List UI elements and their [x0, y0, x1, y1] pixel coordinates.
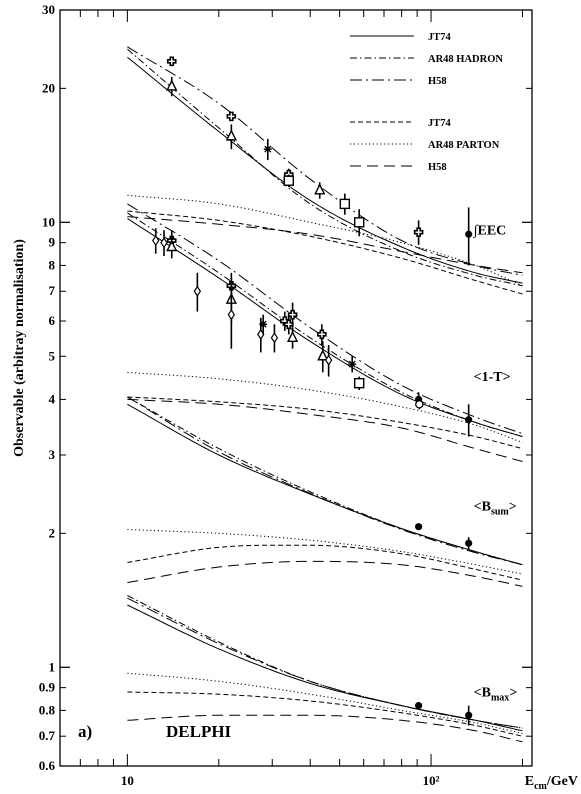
data-point-triangle [314, 183, 326, 195]
curve-ar48-hadron [127, 212, 523, 438]
y-tick-label: 7 [49, 283, 56, 298]
y-tick-label: 10 [42, 214, 55, 229]
x-tick-label: 10² [423, 773, 440, 788]
y-tick-label: 5 [49, 348, 56, 363]
curve-jt74-parton [127, 544, 523, 581]
observable-label: ∫EEC [473, 223, 507, 238]
data-point-diamond [160, 237, 168, 249]
data-point-triangle [225, 129, 237, 141]
data-point-diamond [193, 285, 202, 297]
y-tick-label: 0.6 [39, 758, 56, 773]
y-tick-label: 20 [42, 80, 55, 95]
data-point-star [348, 360, 357, 369]
data-point-dot [465, 711, 473, 719]
observable-label: <Bmax> [474, 685, 518, 703]
data-point-dot [465, 539, 473, 547]
data-point-dot [465, 230, 473, 238]
y-tick-label: 3 [49, 447, 56, 462]
curve-jt74-parton [127, 691, 523, 737]
legend-label: JT74 [428, 32, 452, 43]
legend-label: H58 [428, 76, 447, 87]
y-tick-label: 4 [49, 391, 56, 406]
data-point-dot [465, 416, 473, 424]
legend-label: H58 [428, 162, 447, 173]
y-tick-label: 0.8 [39, 702, 56, 717]
data-points [152, 56, 473, 726]
curve-jt74-parton [127, 210, 523, 295]
curve-ar48-parton [127, 371, 523, 443]
data-point-triangle [166, 79, 178, 91]
legend-label: JT74 [428, 118, 452, 129]
y-tick-label: 9 [49, 235, 56, 250]
curve-jt74-parton [127, 396, 523, 450]
curve-h58-hadron [127, 203, 523, 435]
data-point-diamond [270, 332, 279, 344]
data-point-triangle [286, 330, 299, 343]
y-tick-label: 0.7 [39, 728, 56, 743]
data-point-square [354, 217, 365, 228]
data-point-dot [415, 702, 423, 710]
data-point-star [259, 320, 268, 329]
panel-label: a) [78, 722, 92, 741]
observable-label: <Bsum> [474, 500, 517, 518]
curve-h58-hadron [127, 46, 523, 276]
y-tick-label: 30 [42, 2, 55, 17]
data-point-dot [415, 523, 423, 531]
observable-label: <1-T> [474, 370, 511, 385]
data-point-cross [287, 309, 298, 320]
data-point-square [354, 377, 365, 389]
data-point-cross [413, 227, 424, 238]
curve-h58-hadron [127, 396, 523, 566]
curve-jt74-hadron [127, 218, 523, 438]
curve-ar48-hadron [127, 48, 523, 287]
data-point-cross [317, 329, 327, 340]
data-point-diamond [227, 309, 236, 321]
x-tick-label: 10 [121, 773, 134, 788]
data-point-triangle [166, 239, 178, 252]
data-point-square [283, 175, 294, 186]
legend-label: AR48 PARTON [428, 140, 500, 151]
y-tick-label: 1 [49, 659, 56, 674]
data-point-cross [166, 56, 177, 67]
curve-ar48-hadron [127, 595, 523, 729]
data-point-cross [283, 319, 294, 330]
legend-label: AR48 HADRON [428, 54, 503, 65]
curve-jt74-hadron [127, 403, 523, 566]
data-point-cross [226, 111, 237, 122]
y-tick-label: 8 [49, 257, 56, 272]
data-point-circle [415, 400, 424, 409]
data-point-triangle [317, 349, 329, 361]
legend: JT74 AR48 HADRON H58 JT74 AR48 PARTON H58 [350, 32, 503, 173]
y-tick-label: 2 [49, 525, 56, 540]
data-point-square [339, 198, 351, 210]
x-axis-title: Ecm/GeV [525, 774, 578, 792]
data-point-diamond [324, 354, 333, 366]
model-curves [127, 46, 523, 743]
curve-jt74-hadron [127, 56, 523, 284]
curve-h58-parton [127, 216, 523, 274]
curve-ar48-hadron [127, 396, 523, 566]
curve-jt74-hadron [127, 604, 523, 732]
y-axis-title: Observable (arbitray normalisation) [12, 239, 27, 457]
plot-frame [59, 9, 533, 767]
observable-labels: ∫EEC <1-T> <Bsum> <Bmax> [473, 223, 518, 703]
curve-ar48-parton [127, 194, 523, 287]
data-point-star [263, 145, 272, 154]
curve-h58-parton [127, 714, 523, 743]
curve-h58-hadron [127, 597, 523, 729]
curve-h58-parton [127, 398, 523, 462]
y-tick-label: 6 [49, 313, 56, 328]
axis-ticks: 0.6 0.7 0.8 0.9 1 2 3 4 5 6 7 8 9 10 20 30 10 10² [39, 2, 532, 788]
curve-ar48-parton [127, 672, 523, 734]
y-tick-label: 0.9 [39, 680, 56, 695]
experiment-label: DELPHI [166, 722, 232, 741]
data-point-diamond [152, 234, 160, 247]
curve-h58-parton [127, 560, 523, 587]
curve-ar48-parton [127, 529, 523, 575]
